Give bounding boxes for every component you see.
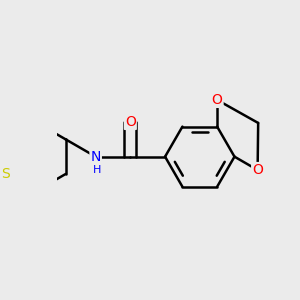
Text: H: H xyxy=(93,165,101,175)
Text: N: N xyxy=(91,150,101,164)
Text: S: S xyxy=(1,167,10,181)
Text: O: O xyxy=(212,93,223,107)
Text: O: O xyxy=(125,115,136,129)
Text: O: O xyxy=(252,163,263,177)
